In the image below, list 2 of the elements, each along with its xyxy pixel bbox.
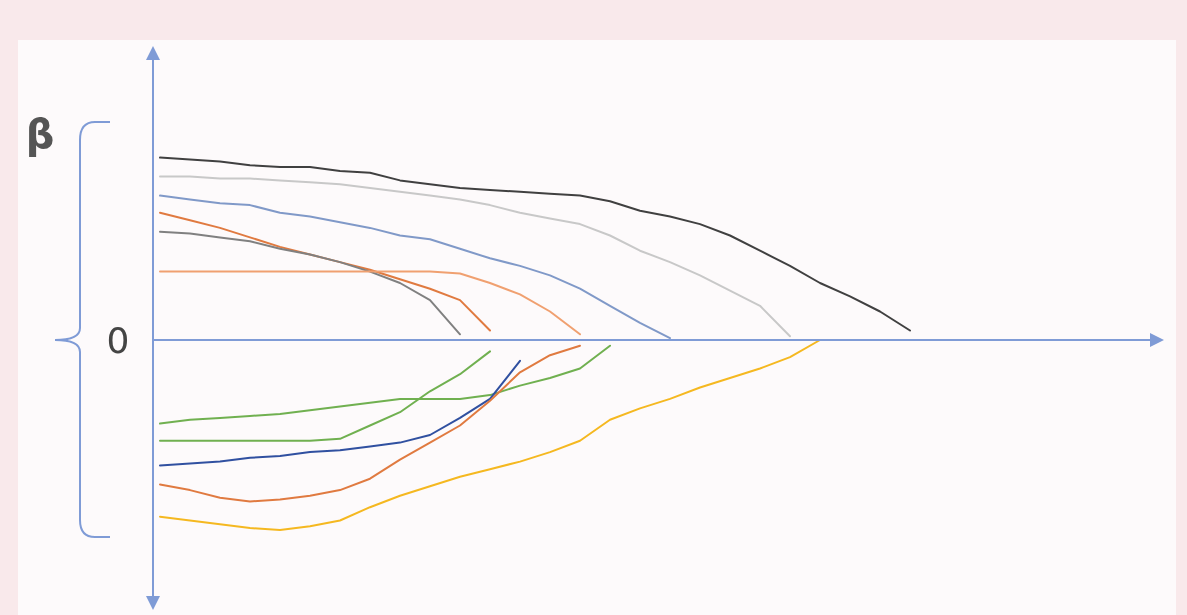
text: 0 [106,320,130,361]
y-axis-title: β [25,111,55,157]
